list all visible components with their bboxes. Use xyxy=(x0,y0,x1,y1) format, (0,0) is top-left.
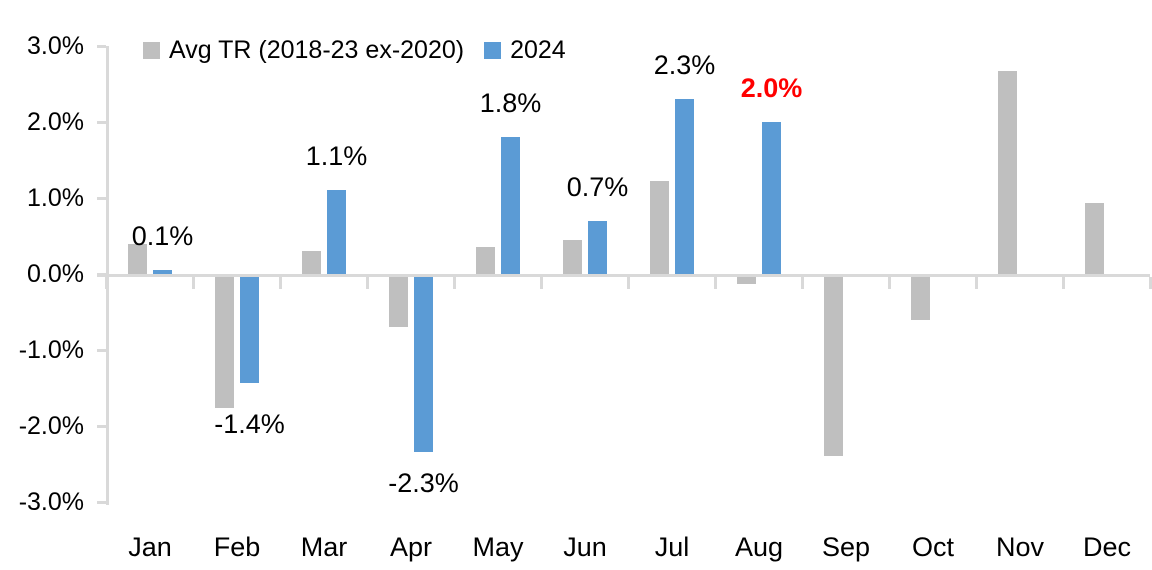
x-axis-label-jun: Jun xyxy=(563,532,607,562)
x-axis-tick xyxy=(1062,277,1065,289)
y-axis-tick xyxy=(97,425,106,428)
bar-avg-tr-apr xyxy=(389,277,408,328)
y-axis-label--3.0: -3.0% xyxy=(18,488,84,516)
bar-2024-mar xyxy=(327,190,346,274)
x-axis-tick xyxy=(453,277,456,289)
data-label-apr: -2.3% xyxy=(388,467,459,498)
y-axis-tick xyxy=(97,197,106,200)
legend-label-avg-tr: Avg TR (2018-23 ex-2020) xyxy=(169,36,465,64)
x-axis-label-may: May xyxy=(472,532,524,562)
bar-2024-jan xyxy=(153,270,172,274)
bar-avg-tr-mar xyxy=(302,251,321,274)
bar-avg-tr-jul xyxy=(650,181,669,274)
x-axis-label-sep: Sep xyxy=(821,532,871,562)
bar-2024-aug xyxy=(762,122,781,274)
bar-2024-jun xyxy=(588,220,607,274)
x-axis-label-jan: Jan xyxy=(128,532,172,562)
x-axis-tick xyxy=(366,277,369,289)
x-axis-tick xyxy=(1149,277,1152,289)
x-axis-label-feb: Feb xyxy=(213,532,261,562)
x-axis-tick xyxy=(888,277,891,289)
y-axis-tick xyxy=(97,501,106,504)
data-label-jun: 0.7% xyxy=(566,171,629,202)
y-axis-tick xyxy=(97,349,106,352)
x-axis-label-apr: Apr xyxy=(389,532,433,562)
data-label-mar: 1.1% xyxy=(305,141,368,172)
legend-item-2024: 2024 xyxy=(484,36,566,65)
y-axis-label-0.0: 0.0% xyxy=(27,260,84,288)
legend-swatch-avg-tr xyxy=(143,42,160,59)
bar-avg-tr-nov xyxy=(998,71,1017,274)
bar-2024-jul xyxy=(675,99,694,274)
x-axis-tick xyxy=(192,277,195,289)
x-axis-tick xyxy=(627,277,630,289)
x-axis-tick xyxy=(279,277,282,289)
data-label-feb: -1.4% xyxy=(214,409,285,440)
legend-item-avg-tr: Avg TR (2018-23 ex-2020) xyxy=(143,36,464,65)
x-axis-tick xyxy=(975,277,978,289)
x-axis-label-mar: Mar xyxy=(300,532,348,562)
bar-2024-apr xyxy=(414,277,433,452)
bar-avg-tr-dec xyxy=(1085,202,1104,274)
y-axis-label--2.0: -2.0% xyxy=(18,412,84,440)
y-axis-label-1.0: 1.0% xyxy=(27,184,84,212)
data-label-may: 1.8% xyxy=(479,88,542,119)
bar-avg-tr-may xyxy=(476,246,495,274)
bar-avg-tr-sep xyxy=(824,277,843,456)
x-axis-label-dec: Dec xyxy=(1082,532,1131,562)
bar-avg-tr-oct xyxy=(911,277,930,321)
bar-avg-tr-jun xyxy=(563,239,582,274)
bar-2024-may xyxy=(501,137,520,274)
y-axis-label-3.0: 3.0% xyxy=(27,32,84,60)
x-axis-tick xyxy=(801,277,804,289)
x-axis-label-aug: Aug xyxy=(734,532,784,562)
bar-avg-tr-aug xyxy=(737,277,756,284)
bar-2024-feb xyxy=(240,277,259,384)
data-label-jan: 0.1% xyxy=(131,221,194,252)
y-axis-tick xyxy=(97,121,106,124)
x-axis-tick xyxy=(714,277,717,289)
x-axis-label-oct: Oct xyxy=(911,532,954,562)
x-axis-tick xyxy=(540,277,543,289)
x-axis-label-jul: Jul xyxy=(654,532,690,562)
chart-legend: Avg TR (2018-23 ex-2020) 2024 xyxy=(143,36,566,65)
y-axis-label-2.0: 2.0% xyxy=(27,108,84,136)
x-axis-label-nov: Nov xyxy=(995,532,1044,562)
y-axis-tick xyxy=(97,45,106,48)
bar-avg-tr-jan xyxy=(128,243,147,274)
y-axis-label--1.0: -1.0% xyxy=(18,336,84,364)
legend-label-2024: 2024 xyxy=(510,36,566,64)
legend-swatch-2024 xyxy=(484,42,502,59)
data-label-jul: 2.3% xyxy=(653,50,716,81)
x-axis-line xyxy=(97,274,1150,277)
x-axis-tick xyxy=(105,277,108,289)
bar-avg-tr-feb xyxy=(215,277,234,409)
data-label-aug: 2.0% xyxy=(740,73,803,103)
